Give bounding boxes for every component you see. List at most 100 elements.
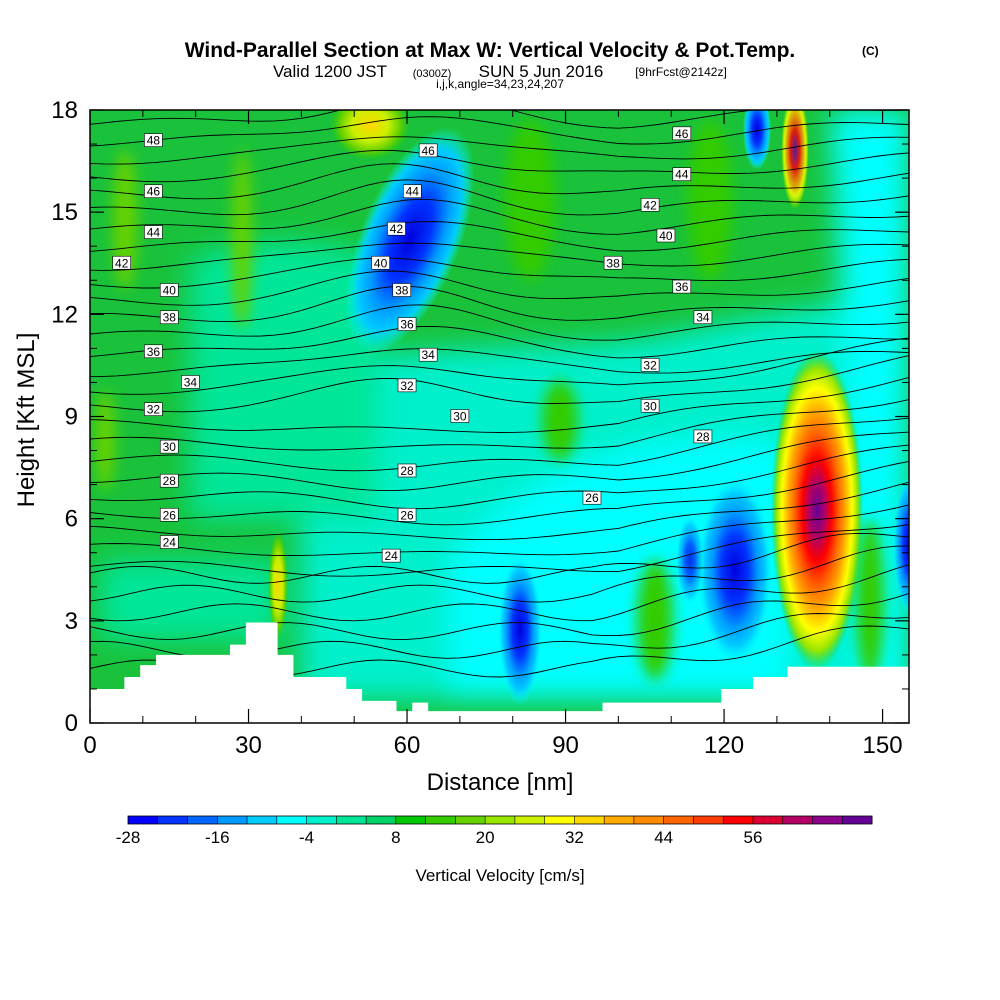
theta-label-box xyxy=(159,283,179,297)
chart-title: Wind-Parallel Section at Max W: Vertical… xyxy=(185,39,796,62)
colorbar-tick-label: 56 xyxy=(743,828,762,847)
terrain xyxy=(90,622,909,723)
theta-label: 44 xyxy=(403,184,422,199)
theta-label: 26 xyxy=(159,507,179,522)
theta-label-text: 32 xyxy=(643,358,657,372)
colorbar-swatch xyxy=(514,816,546,824)
x-tick-label: 0 xyxy=(83,732,96,759)
theta-label: 42 xyxy=(640,198,660,212)
theta-label: 36 xyxy=(144,344,163,359)
theta-label: 32 xyxy=(397,378,417,393)
plot-area: 48 46 44 42 40 38 36 34 32 30 28 26 24 46 44 42 40 38 36 34… xyxy=(90,110,909,723)
colorbar-tick-label: -28 xyxy=(116,828,141,847)
theta-label: 30 xyxy=(450,409,470,424)
theta-label-box xyxy=(403,184,422,199)
theta-label-text: 32 xyxy=(147,403,161,417)
colorbar-swatch xyxy=(723,816,754,824)
x-tick-label: 150 xyxy=(863,732,903,759)
y-tick-label: 6 xyxy=(65,506,78,533)
theta-isentrope xyxy=(90,221,909,252)
theta-label-box xyxy=(397,507,417,522)
theta-isentrope-low xyxy=(90,532,909,584)
theta-label-box xyxy=(144,184,163,199)
theta-label-text: 34 xyxy=(696,311,710,325)
theta-label-text: 46 xyxy=(147,185,161,199)
theta-label-text: 44 xyxy=(147,226,161,240)
theta-label: 24 xyxy=(381,548,401,563)
theta-label-text: 40 xyxy=(659,229,673,243)
theta-label-text: 34 xyxy=(184,375,198,389)
w-green-band-5 xyxy=(95,390,115,490)
w-region-cyan-left-low xyxy=(100,560,280,640)
theta-label-box xyxy=(387,221,406,236)
w-green-band-4 xyxy=(688,120,732,280)
theta-label-text: 44 xyxy=(406,185,420,199)
theta-label-text: 26 xyxy=(400,508,414,522)
theta-label: 46 xyxy=(144,184,163,199)
w-field xyxy=(95,110,909,705)
theta-isentrope xyxy=(90,524,909,577)
theta-label-text: 46 xyxy=(675,127,689,141)
theta-label-text: 30 xyxy=(453,410,467,424)
theta-label: 46 xyxy=(418,143,438,158)
colorbar-swatch xyxy=(276,816,308,824)
theta-label-text: 36 xyxy=(400,318,414,332)
theta-label-text: 26 xyxy=(585,491,599,505)
theta-label: 38 xyxy=(392,283,412,297)
theta-label: 44 xyxy=(672,167,692,182)
theta-isentrope xyxy=(90,304,909,341)
x-axis-label: Distance [nm] xyxy=(427,769,574,796)
theta-isentrope xyxy=(90,149,909,183)
theta-label-box xyxy=(159,507,179,522)
colorbar-swatch xyxy=(366,816,397,824)
x-tick-label: 120 xyxy=(704,732,744,759)
colorbar-swatch xyxy=(574,816,605,824)
theta-label-box xyxy=(181,375,200,389)
y-tick-label: 9 xyxy=(65,404,78,431)
w-green-band-1 xyxy=(113,150,137,290)
y-tick-label: 15 xyxy=(51,199,78,226)
colorbar-swatch xyxy=(782,816,813,824)
theta-label: 40 xyxy=(159,283,179,297)
theta-isentrope xyxy=(90,257,909,289)
w-region-cyan-right xyxy=(830,110,909,700)
colorbar-swatch xyxy=(247,816,278,824)
theta-label-text: 28 xyxy=(163,474,177,488)
subtitle-utc: (0300Z) xyxy=(413,68,452,80)
theta-label-text: 24 xyxy=(385,549,399,563)
theta-label-box xyxy=(159,310,179,325)
theta-label: 28 xyxy=(693,429,713,444)
theta-label-box xyxy=(144,133,163,147)
colorbar-swatch xyxy=(544,816,575,824)
theta-label-box xyxy=(112,255,132,270)
theta-isentrope xyxy=(90,337,909,395)
theta-label: 40 xyxy=(656,228,676,243)
theta-label: 36 xyxy=(672,279,692,294)
theta-isentrope xyxy=(90,325,909,359)
theta-label-box xyxy=(159,473,179,488)
theta-label-text: 48 xyxy=(147,134,161,148)
w-downdraft-central xyxy=(498,555,542,705)
theta-label-box xyxy=(144,225,163,239)
theta-label-box xyxy=(397,378,417,393)
colorbar-swatch xyxy=(395,816,427,824)
theta-label-box xyxy=(672,126,692,141)
chart-title-mark: (C) xyxy=(862,44,879,58)
theta-label-box xyxy=(392,283,412,297)
colorbar-tick-label: 32 xyxy=(565,828,584,847)
theta-label-text: 32 xyxy=(400,379,414,393)
theta-label: 44 xyxy=(144,225,163,240)
theta-label: 28 xyxy=(159,473,179,488)
w-updraft-upper xyxy=(330,110,410,160)
theta-label: 46 xyxy=(672,126,692,141)
y-tick-label: 3 xyxy=(65,608,78,635)
theta-label-text: 26 xyxy=(163,508,177,522)
w-green-band-2 xyxy=(232,150,252,330)
theta-label: 24 xyxy=(159,535,179,550)
theta-isentrope xyxy=(90,417,909,472)
theta-label: 32 xyxy=(640,358,660,372)
subtitle-date: SUN 5 Jun 2016 xyxy=(479,62,604,81)
theta-label-box xyxy=(640,198,660,212)
theta-isentrope xyxy=(90,504,909,556)
theta-label-text: 40 xyxy=(163,283,177,297)
